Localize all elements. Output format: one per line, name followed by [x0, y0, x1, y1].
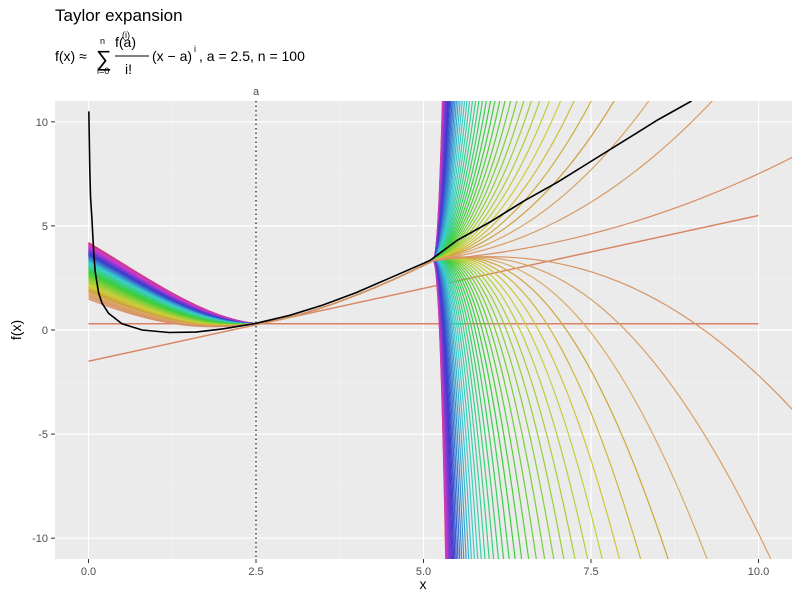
series-group — [88, 101, 792, 559]
formula-term: (x − a) — [152, 48, 192, 64]
formula-numerator-sup: (i) — [122, 30, 130, 40]
formula-sigma: ∑ — [96, 46, 112, 71]
x-tick-label: 10.0 — [748, 566, 769, 578]
x-tick-label: 7.5 — [583, 566, 598, 578]
y-tick-label: 10 — [36, 117, 48, 129]
y-tick-label: -5 — [38, 429, 48, 441]
y-axis: -10 -5 0 5 10 — [32, 117, 55, 545]
grid-lines — [55, 101, 792, 559]
taylor-order-1 — [88, 214, 759, 362]
expansion-point-label: a — [253, 86, 260, 98]
chart-subtitle-formula: f(x) ≈ n ∑ i=0 f(a) (i) i! (x − a) i , a… — [55, 30, 305, 77]
y-tick-label: 0 — [42, 325, 48, 337]
formula-denominator: i! — [125, 61, 132, 77]
y-tick-label: 5 — [42, 221, 48, 233]
y-tick-label: -10 — [32, 533, 48, 545]
x-tick-label: 5.0 — [416, 566, 431, 578]
x-tick-label: 2.5 — [248, 566, 263, 578]
formula-lhs: f(x) ≈ — [55, 48, 87, 64]
formula-sum-upper: n — [100, 36, 105, 46]
x-axis-title: x — [420, 576, 427, 592]
formula-term-sup: i — [194, 44, 196, 54]
true-function-line — [88, 101, 692, 334]
taylor-order-2 — [88, 156, 792, 328]
chart-title: Taylor expansion — [55, 6, 183, 25]
x-axis: 0.0 2.5 5.0 7.5 10.0 — [81, 559, 769, 578]
formula-numerator: f(a) — [115, 34, 136, 50]
y-axis-title: f(x) — [8, 320, 24, 340]
formula-params: , a = 2.5, n = 100 — [199, 48, 305, 64]
x-tick-label: 0.0 — [81, 566, 96, 578]
formula-sum-lower: i=0 — [97, 66, 109, 76]
expansion-point-marker: a — [253, 86, 260, 559]
